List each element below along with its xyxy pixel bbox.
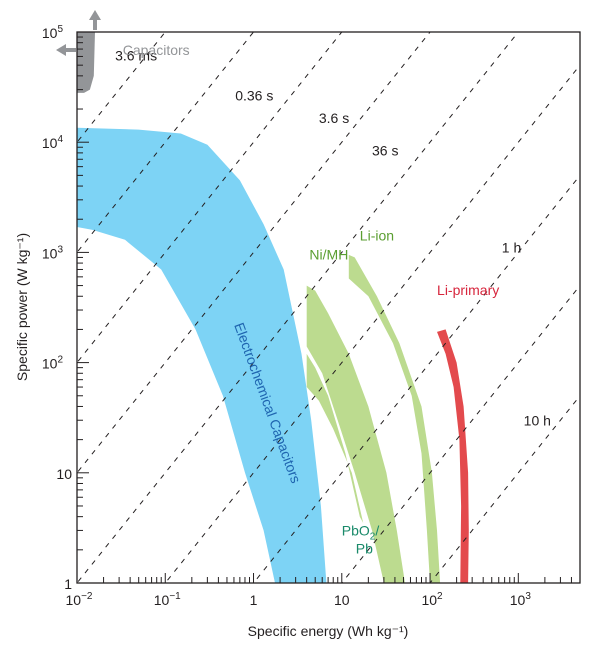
arrow-up-icon (89, 10, 101, 20)
arrow-left-icon (56, 44, 66, 56)
series-label-ni-mh: Ni/MH (309, 247, 348, 263)
time-constant-label: 10 h (524, 412, 551, 428)
y-tick-label: 10 (56, 466, 72, 482)
y-tick-label: 103 (42, 244, 64, 261)
series-label-li-primary: Li-primary (437, 282, 499, 298)
y-tick-label: 1 (64, 576, 72, 592)
time-constant-label: 1 h (502, 239, 521, 255)
x-tick-label: 10 (334, 592, 350, 608)
series-region-electrochemical-capacitors (77, 127, 327, 583)
series-label-li-ion: Li-ion (360, 228, 394, 244)
y-tick-label: 104 (42, 134, 64, 151)
series-layer (77, 32, 469, 583)
time-line-4 (252, 174, 580, 583)
x-tick-label: 103 (510, 591, 532, 608)
time-constant-label: 3.6 ms (115, 48, 157, 64)
y-axis-title: Specific power (W kg⁻¹) (14, 233, 30, 381)
time-line-1 (77, 32, 343, 364)
capacitor-arrows (56, 10, 101, 56)
time-line-unlabeled-2 (429, 394, 580, 583)
y-tick-label: 102 (42, 355, 64, 372)
time-constant-label: 0.36 s (235, 87, 273, 103)
y-tick-label: 105 (42, 24, 64, 41)
series-region-li-ion (348, 254, 441, 583)
x-tick-label: 10−2 (66, 591, 93, 608)
series-region-ni-mh (306, 285, 405, 583)
time-constant-label: 3.6 s (319, 110, 349, 126)
series-region-pbo2-pb (306, 353, 364, 523)
series-label-pbo2-pb: PbO2/Pb (342, 522, 380, 556)
x-tick-label: 102 (421, 591, 443, 608)
series-region-li-primary (437, 329, 469, 583)
time-line-2 (77, 32, 431, 474)
time-constant-label: 36 s (372, 142, 398, 158)
time-line-5 (341, 284, 580, 583)
series-label-capacitors: Capacitors (123, 42, 190, 58)
x-axis-title: Specific energy (Wh kg⁻¹) (248, 623, 409, 639)
x-tick-label: 10−1 (154, 591, 181, 608)
axis-ticks (76, 31, 581, 584)
x-tick-label: 1 (250, 592, 258, 608)
series-region-capacitors (77, 32, 95, 93)
